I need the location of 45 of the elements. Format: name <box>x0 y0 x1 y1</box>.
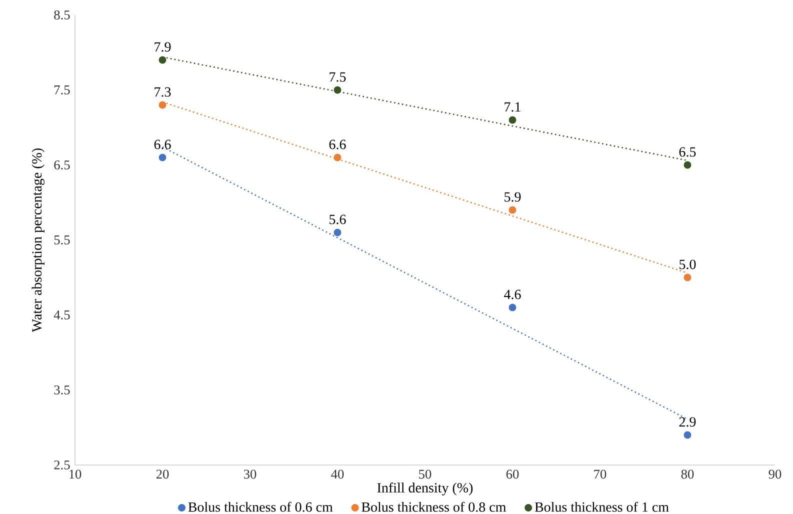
y-tick-label: 2.5 <box>54 460 70 470</box>
y-tick-label: 8.5 <box>54 10 70 20</box>
point <box>158 154 166 162</box>
data-label: 4.6 <box>504 290 521 300</box>
x-tick-label: 60 <box>506 470 519 479</box>
point <box>684 161 692 169</box>
x-tick-label: 20 <box>156 470 169 479</box>
data-label: 5.0 <box>680 260 696 270</box>
point <box>684 431 692 439</box>
x-tick-label: 90 <box>768 470 782 479</box>
x-tick-label: 80 <box>681 470 694 479</box>
x-axis-title: Infill density (%) <box>377 482 473 496</box>
x-tick-label: 70 <box>594 470 606 479</box>
point <box>334 154 342 162</box>
y-tick-label: 6.5 <box>54 160 70 170</box>
point <box>334 228 342 236</box>
data-label: 2.9 <box>679 417 696 427</box>
y-tick-label: 3.5 <box>54 385 70 394</box>
data-label: 7.5 <box>330 72 346 82</box>
data-label: 7.1 <box>504 102 520 112</box>
point <box>684 274 692 282</box>
y-tick-label: 7.5 <box>54 86 70 94</box>
point <box>508 304 516 312</box>
x-tick-label: 40 <box>331 470 344 479</box>
legend-label: Bolus thickness of 0.6 cm <box>188 502 333 512</box>
data-label: 7.9 <box>154 42 171 52</box>
x-tick-label: 10 <box>70 470 82 479</box>
data-label: 6.6 <box>154 140 171 150</box>
point <box>158 101 166 109</box>
data-label: 6.6 <box>329 140 346 150</box>
point <box>158 56 166 64</box>
y-axis-title: Water absorption percentage (%) <box>32 148 44 332</box>
point <box>334 86 342 94</box>
point <box>508 206 516 214</box>
data-label: 7.3 <box>154 87 171 97</box>
y-tick-label: 5.5 <box>54 236 70 244</box>
legend-label: Bolus thickness of 1 cm <box>534 502 669 512</box>
x-tick-label: 50 <box>419 470 432 479</box>
data-label: 6.5 <box>679 147 696 157</box>
data-label: 5.9 <box>504 192 521 202</box>
x-tick-label: 30 <box>244 470 256 479</box>
data-label: 5.6 <box>330 214 346 224</box>
y-tick-label: 4.5 <box>54 310 70 320</box>
legend-label: Bolus thickness of 0.8 cm <box>362 502 506 512</box>
point <box>508 116 516 124</box>
